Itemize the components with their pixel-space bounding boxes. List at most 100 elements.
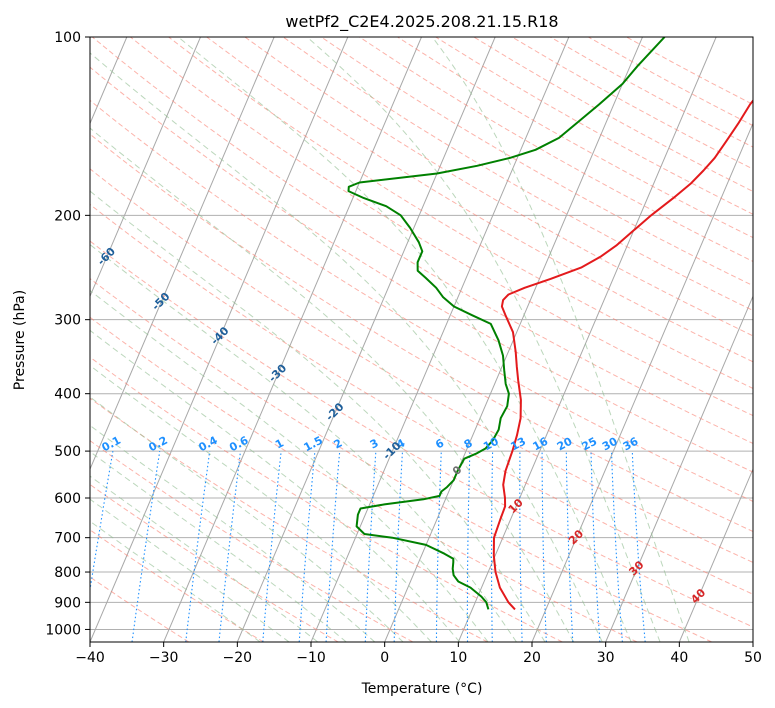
dry-adiabats bbox=[90, 37, 753, 642]
mixing-ratio-line bbox=[631, 451, 646, 642]
isotherm-warm-label: 30 bbox=[627, 558, 647, 578]
dry-adiabat-line bbox=[90, 99, 753, 502]
isotherm-line bbox=[163, 37, 422, 642]
y-tick-label: 300 bbox=[54, 313, 81, 329]
moist-adiabat-line bbox=[306, 37, 661, 642]
moist-adiabat-line bbox=[90, 243, 517, 642]
isotherm-warm-label: 10 bbox=[506, 496, 526, 516]
dry-adiabat-line bbox=[90, 440, 414, 642]
mixing-ratio-label: 36 bbox=[621, 435, 641, 454]
mixing-ratio-line bbox=[90, 451, 114, 594]
dry-adiabat-line bbox=[90, 316, 638, 642]
dry-adiabat-line bbox=[90, 66, 753, 473]
mixing-ratio-label: 13 bbox=[508, 435, 528, 454]
moist-adiabat-line bbox=[90, 424, 376, 642]
dry-adiabat-line bbox=[90, 203, 753, 595]
mixing-ratio-line bbox=[565, 451, 574, 642]
y-tick-label: 700 bbox=[54, 531, 81, 547]
y-tick-label: 1000 bbox=[45, 622, 81, 638]
moist-adiabat-line bbox=[90, 396, 404, 642]
moist-adiabat-line bbox=[431, 37, 690, 642]
mixing-ratio-lines bbox=[90, 451, 646, 642]
isotherm-label: -80 bbox=[0, 169, 3, 192]
mixing-ratio-line bbox=[435, 451, 442, 642]
moist-adiabat-line bbox=[90, 190, 546, 642]
moist-adiabats bbox=[90, 37, 690, 642]
dry-adiabat-line bbox=[90, 397, 488, 642]
mixing-ratio-line bbox=[466, 451, 471, 642]
mixing-ratio-line bbox=[490, 451, 494, 642]
isotherm-line bbox=[531, 122, 753, 642]
mixing-ratio-line bbox=[218, 451, 242, 642]
moist-adiabat-line bbox=[90, 520, 261, 642]
dry-adiabat-line bbox=[435, 37, 753, 215]
chart-title: wetPf2_C2E4.2025.208.21.15.R18 bbox=[285, 12, 558, 32]
x-tick-label: 0 bbox=[380, 650, 389, 666]
mixing-ratio-line bbox=[590, 451, 601, 642]
moist-adiabat-line bbox=[90, 364, 432, 642]
isotherm-label: -40 bbox=[208, 324, 231, 347]
mixing-ratio-label: 1 bbox=[273, 436, 286, 451]
dewpoint-profile-line bbox=[347, 37, 666, 610]
y-tick-label: 100 bbox=[54, 30, 81, 46]
y-axis-ticks: 100 200 300 400 500 600 700 800 900 1000 bbox=[45, 30, 90, 638]
dry-adiabat-line bbox=[90, 483, 339, 642]
mixing-ratio-label: 20 bbox=[555, 435, 575, 454]
moist-adiabat-line bbox=[90, 52, 603, 642]
isotherm-label: -20 bbox=[323, 400, 346, 423]
x-tick-label: 30 bbox=[597, 650, 615, 666]
y-tick-label: 400 bbox=[54, 387, 81, 403]
dry-adiabat-line bbox=[206, 37, 753, 363]
mixing-ratio-label: 30 bbox=[600, 435, 620, 454]
moist-adiabat-line bbox=[90, 329, 461, 642]
x-tick-label: −40 bbox=[75, 650, 105, 666]
mixing-ratio-line bbox=[610, 451, 623, 642]
isotherm-line bbox=[752, 640, 753, 642]
dry-adiabat-line bbox=[90, 278, 712, 642]
isotherm-warm-label: 20 bbox=[566, 527, 586, 547]
dry-adiabat-line bbox=[244, 37, 753, 337]
moist-adiabat-line bbox=[177, 37, 632, 642]
mixing-ratio-line bbox=[364, 451, 377, 642]
y-tick-label: 500 bbox=[54, 444, 81, 460]
y-tick-label: 600 bbox=[54, 491, 81, 507]
moist-adiabat-line bbox=[90, 289, 489, 642]
dry-adiabat-line bbox=[90, 168, 753, 563]
mixing-ratio-line bbox=[298, 451, 316, 642]
mixing-ratio-label: 3 bbox=[368, 436, 381, 451]
mixing-ratio-line bbox=[185, 451, 211, 642]
dry-adiabat-line bbox=[588, 37, 753, 127]
profile-series bbox=[347, 37, 753, 611]
x-axis-label: Temperature (°C) bbox=[361, 681, 483, 697]
isotherm-line bbox=[90, 37, 349, 642]
isotherm-line bbox=[236, 37, 496, 642]
moist-adiabat-line bbox=[90, 498, 290, 642]
dry-adiabat-line bbox=[359, 37, 753, 263]
moist-adiabat-line bbox=[90, 127, 575, 642]
mixing-ratio-label: 16 bbox=[531, 435, 551, 454]
dry-adiabat-line bbox=[168, 37, 753, 389]
dry-adiabat-line bbox=[90, 133, 753, 533]
moist-adiabat-line bbox=[90, 451, 347, 642]
x-tick-label: −30 bbox=[149, 650, 179, 666]
isotherm-line bbox=[457, 37, 717, 642]
isotherm-line bbox=[678, 467, 753, 642]
mixing-ratio-line bbox=[262, 451, 282, 642]
y-axis-label: Pressure (hPa) bbox=[12, 290, 28, 390]
isotherm-line bbox=[90, 37, 201, 298]
mixing-ratio-line bbox=[131, 451, 161, 642]
dry-adiabat-line bbox=[90, 240, 753, 628]
x-tick-label: 20 bbox=[523, 650, 541, 666]
isotherm-label: -50 bbox=[149, 290, 172, 313]
mixing-ratio-label: 25 bbox=[580, 435, 600, 454]
dry-adiabat-line bbox=[282, 37, 753, 312]
skewed-isotherms bbox=[90, 37, 753, 642]
temperature-profile-line bbox=[492, 99, 753, 611]
y-tick-label: 200 bbox=[54, 208, 81, 224]
x-tick-label: −10 bbox=[296, 650, 326, 666]
isobar-gridlines bbox=[90, 37, 753, 630]
x-tick-label: −20 bbox=[223, 650, 253, 666]
y-tick-label: 800 bbox=[54, 565, 81, 581]
x-axis-ticks: −40 −30 −20 −10 0 10 20 30 40 50 bbox=[75, 642, 762, 666]
